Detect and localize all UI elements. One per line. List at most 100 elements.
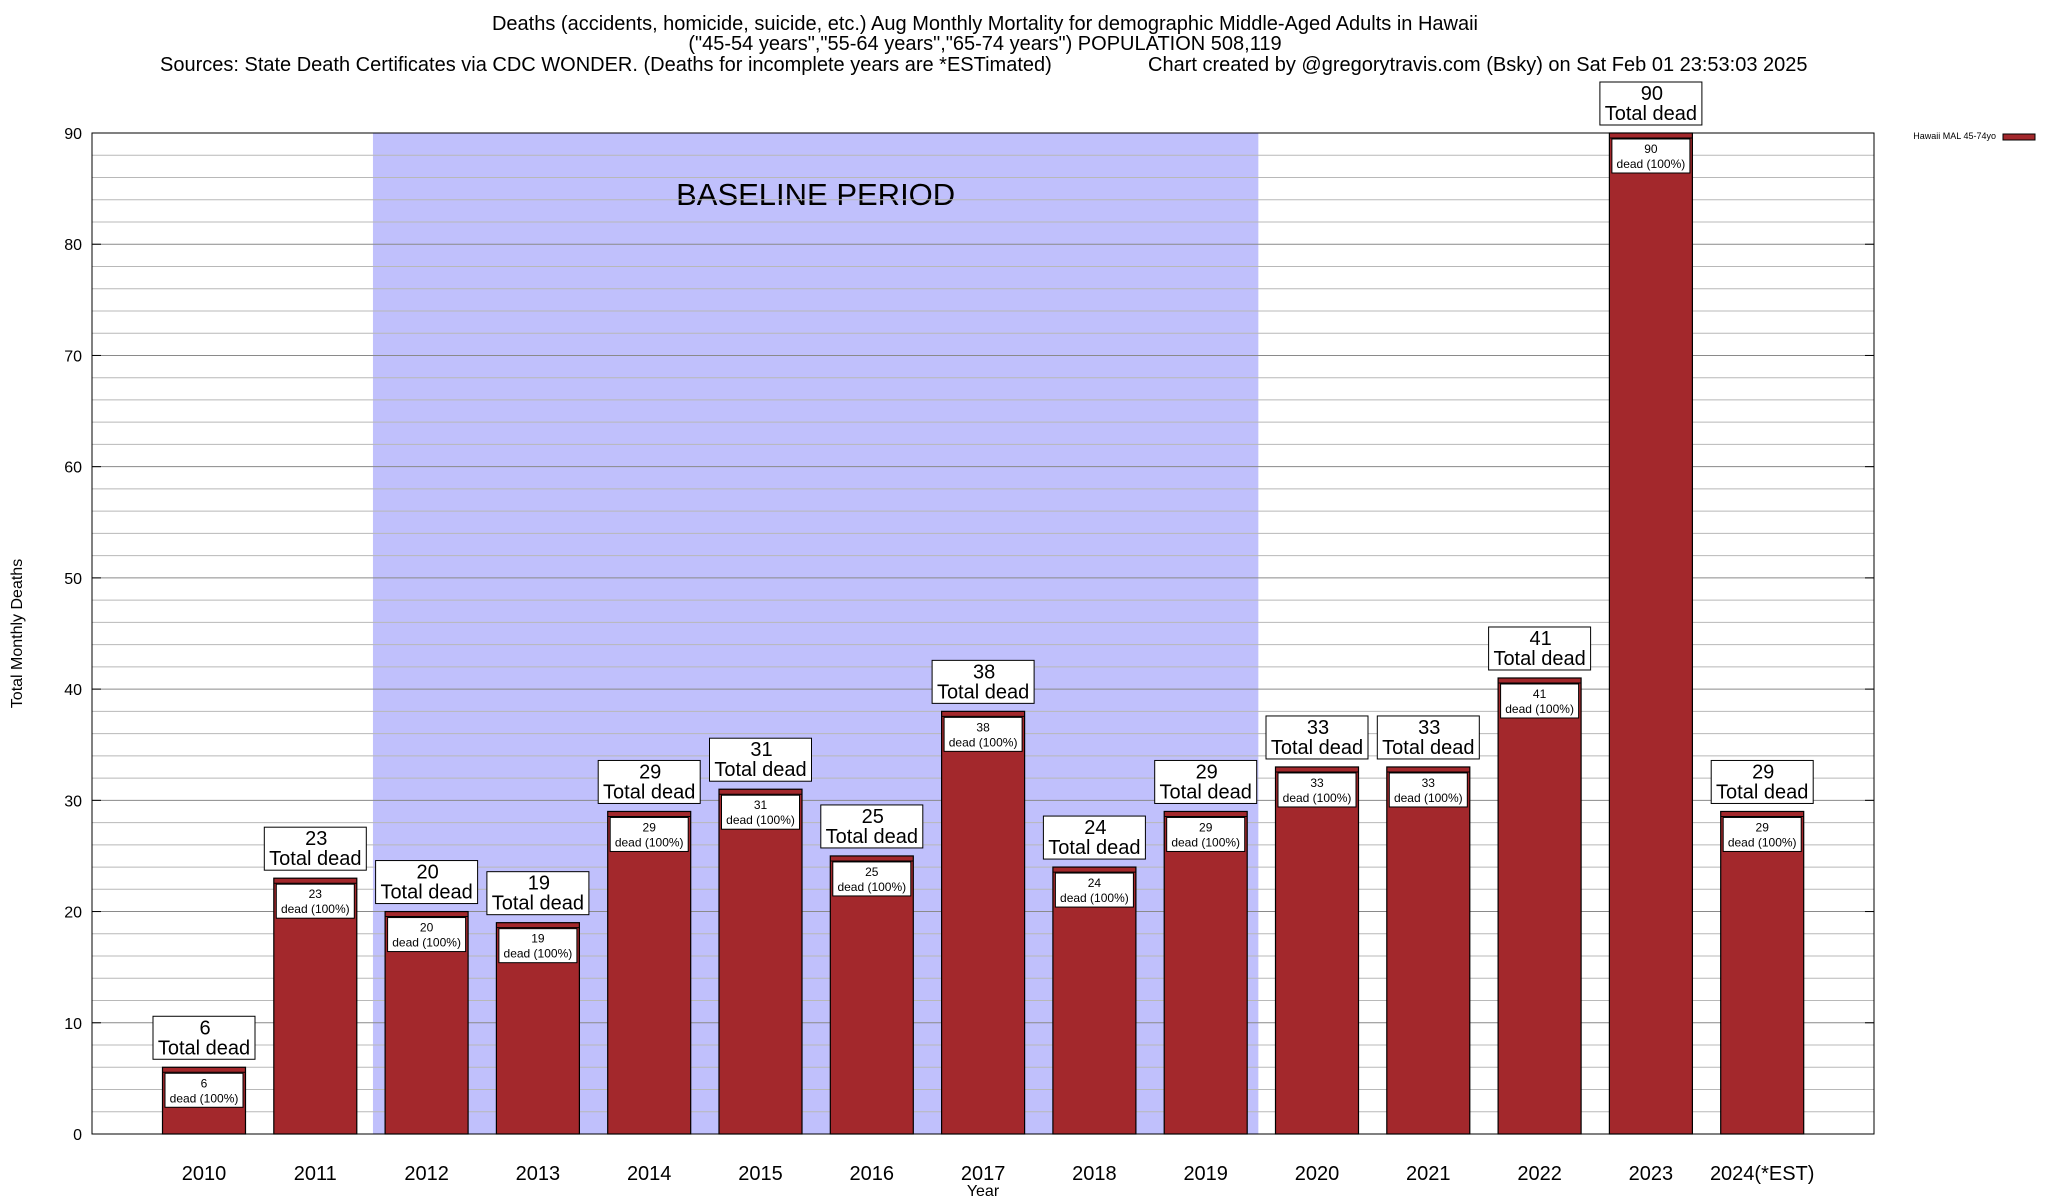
x-tick-label: 2024(*EST) [1710,1163,1815,1185]
inner-label-text: dead (100%) [949,735,1018,749]
x-tick-label: 2016 [850,1163,895,1185]
total-label-text: Total dead [714,759,806,781]
total-label-text: Total dead [1160,781,1252,803]
inner-label-value: 33 [1422,776,1436,790]
inner-label-box [387,917,467,953]
inner-label-text: dead (100%) [1394,791,1463,805]
y-tick-label: 0 [73,1127,82,1144]
inner-label-box [943,716,1023,752]
inner-label-value: 23 [309,887,323,901]
bar [1608,132,1694,1135]
total-label-value: 23 [305,828,327,850]
total-label-value: 19 [528,873,550,895]
inner-label-value: 33 [1310,776,1324,790]
bar [1386,766,1471,1135]
total-label-box [263,826,367,871]
legend-label: Hawaii MAL 45-74yo [1913,131,1996,141]
total-label-text: Total dead [826,826,918,848]
inner-label-box [498,928,578,964]
inner-label-box [1388,772,1468,808]
y-tick-label: 40 [64,682,82,699]
inner-label-text: dead (100%) [615,835,684,849]
total-label-value: 6 [199,1017,210,1039]
bar [718,788,803,1135]
x-tick-label: 2015 [738,1163,783,1185]
inner-label-text: dead (100%) [170,1091,239,1105]
total-label-box [1154,759,1258,804]
inner-label-value: 25 [865,865,879,879]
y-tick-label: 70 [64,348,82,365]
total-label-text: Total dead [1605,103,1697,125]
total-label-text: Total dead [158,1037,250,1059]
inner-label-value: 19 [531,932,545,946]
inner-label-box [1166,816,1246,852]
inner-label-box [275,883,355,919]
bar [940,710,1026,1135]
total-label-value: 20 [416,862,438,884]
inner-label-box [1277,772,1357,808]
total-label-box [1376,715,1480,760]
total-label-text: Total dead [937,681,1029,703]
inner-label-value: 38 [976,720,990,734]
inner-label-text: dead (100%) [1283,791,1352,805]
inner-label-text: dead (100%) [1617,157,1686,171]
y-tick-label: 30 [64,793,82,810]
total-label-text: Total dead [603,781,695,803]
credit-text: Chart created by @gregorytravis.com (Bsk… [1148,54,1808,76]
x-tick-label: 2018 [1072,1163,1117,1185]
x-tick-label: 2022 [1517,1163,1562,1185]
inner-label-text: dead (100%) [504,947,573,961]
inner-label-value: 29 [1199,820,1213,834]
total-label-value: 24 [1084,817,1106,839]
inner-label-value: 90 [1644,142,1658,156]
x-tick-label: 2020 [1295,1163,1340,1185]
total-label-value: 29 [639,761,661,783]
bar [607,810,692,1135]
x-tick-label: 2010 [182,1163,227,1185]
inner-label-box [1722,816,1802,852]
inner-label-text: dead (100%) [1060,891,1129,905]
total-label-box [1042,815,1146,860]
x-tick-label: 2012 [404,1163,449,1185]
inner-label-value: 6 [201,1076,208,1090]
inner-label-value: 20 [420,921,434,935]
x-tick-label: 2023 [1629,1163,1674,1185]
total-label-box [375,860,479,905]
inner-label-text: dead (100%) [1728,835,1797,849]
x-tick-label: 2013 [516,1163,561,1185]
y-tick-label: 60 [64,460,82,477]
y-tick-label: 80 [64,237,82,254]
total-label-text: Total dead [269,848,361,870]
title-line-3: Sources: State Death Certificates via CD… [0,54,2048,76]
total-label-box [152,1015,256,1060]
total-label-text: Total dead [1048,837,1140,859]
inner-label-value: 41 [1533,687,1547,701]
bar [1497,677,1582,1135]
inner-label-box [1500,683,1580,719]
total-label-box [1488,626,1592,671]
baseline-label: BASELINE PERIOD [676,177,955,212]
inner-label-text: dead (100%) [392,936,461,950]
x-tick-label: 2011 [294,1163,337,1185]
total-label-box [486,871,590,916]
inner-label-box [609,816,689,852]
total-label-text: Total dead [1493,648,1585,670]
bar [1274,766,1360,1135]
bar [273,877,358,1135]
total-label-text: Total dead [492,893,584,915]
total-label-box [709,737,812,782]
total-label-value: 31 [750,739,772,761]
y-tick-label: 10 [64,1016,82,1033]
x-tick-label: 2021 [1406,1163,1451,1185]
inner-label-value: 29 [643,820,657,834]
chart-title: Deaths (accidents, homicide, suicide, et… [0,14,1970,54]
y-tick-label: 20 [64,905,82,922]
total-label-box [1710,759,1814,804]
total-label-value: 90 [1641,83,1663,105]
total-label-text: Total dead [1271,737,1363,759]
inner-label-box [164,1072,244,1108]
total-label-value: 38 [973,661,995,683]
inner-label-value: 24 [1088,876,1102,890]
total-label-text: Total dead [1382,737,1474,759]
